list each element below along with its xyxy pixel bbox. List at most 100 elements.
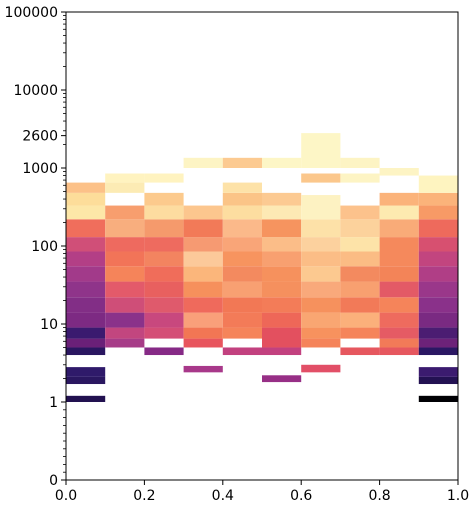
- heatmap-cell: [301, 237, 341, 252]
- y-tick-label: 100: [31, 239, 58, 255]
- y-tick-label: 2600: [22, 129, 58, 145]
- heatmap-cell: [379, 347, 419, 356]
- heatmap-cell: [183, 312, 223, 328]
- heatmap-cell: [262, 157, 302, 168]
- heatmap-cell: [105, 173, 145, 183]
- heatmap-cell: [144, 219, 184, 238]
- heatmap-cell: [379, 205, 419, 220]
- heatmap-cell: [66, 237, 106, 252]
- heatmap-cell: [262, 237, 302, 252]
- x-tick-label: 1.0: [447, 488, 469, 504]
- heatmap-cell: [262, 347, 302, 356]
- heatmap-cell: [301, 281, 341, 298]
- heatmap-cell: [183, 237, 223, 252]
- heatmap-cell: [340, 251, 380, 267]
- heatmap-cell: [379, 338, 419, 348]
- heatmap-cell: [144, 281, 184, 298]
- heatmap-cell: [301, 364, 341, 373]
- x-tick-label: 0.4: [212, 488, 234, 504]
- heatmap-cell: [144, 266, 184, 282]
- axes: 0 1 10 100 1000 2600 10000 100000 0.0 0.2 0.4 0.6 0.…: [5, 5, 470, 504]
- heatmap-cell: [183, 365, 223, 373]
- heatmap-cell: [144, 205, 184, 220]
- heatmap-cell: [379, 192, 419, 206]
- y-tick-label: 100000: [5, 5, 58, 21]
- heatmap-cell: [301, 173, 341, 183]
- heatmap-cells: [66, 133, 458, 402]
- heatmap-cell: [183, 266, 223, 282]
- heatmap-cell: [418, 312, 458, 328]
- heatmap-cell: [340, 266, 380, 282]
- heatmap-cell: [262, 205, 302, 220]
- heatmap-cell: [66, 395, 106, 402]
- heatmap-cell: [105, 237, 145, 252]
- heatmap-cell: [66, 205, 106, 220]
- heatmap-cell: [301, 297, 341, 313]
- heatmap-cell: [144, 297, 184, 313]
- heatmap-cell: [418, 376, 458, 385]
- heatmap-cell: [340, 219, 380, 238]
- heatmap-cell: [418, 281, 458, 298]
- heatmap-cell: [340, 237, 380, 252]
- y-tick-label: 1000: [22, 161, 58, 177]
- heatmap-cell: [183, 251, 223, 267]
- heatmap-cell: [418, 297, 458, 313]
- heatmap-cell: [222, 327, 262, 339]
- heatmap-cell: [379, 281, 419, 298]
- heatmap-cell: [183, 281, 223, 298]
- heatmap-cell: [262, 266, 302, 282]
- heatmap-cell: [222, 251, 262, 267]
- heatmap-cell: [340, 157, 380, 168]
- x-tick-label: 0.6: [290, 488, 312, 504]
- heatmap-cell: [340, 327, 380, 339]
- heatmap-cell: [66, 266, 106, 282]
- heatmap-cell: [66, 367, 106, 377]
- heatmap-cell: [418, 347, 458, 356]
- heatmap-cell: [144, 347, 184, 356]
- heatmap-cell: [183, 338, 223, 348]
- heatmap-cell: [66, 192, 106, 206]
- heatmap-cell: [418, 395, 458, 402]
- y-tick-label: 10: [40, 317, 58, 333]
- heatmap-cell: [340, 347, 380, 356]
- heatmap-cell: [66, 338, 106, 348]
- heatmap-cell: [144, 327, 184, 339]
- heatmap-cell: [144, 192, 184, 206]
- heatmap-cell: [222, 347, 262, 356]
- heatmap-cell: [340, 312, 380, 328]
- heatmap-cell: [379, 312, 419, 328]
- heatmap-cell: [183, 297, 223, 313]
- heatmap-cell: [105, 182, 145, 193]
- heatmap-cell: [222, 237, 262, 252]
- heatmap-cell: [105, 297, 145, 313]
- heatmap-cell: [379, 237, 419, 267]
- heatmap-cell: [301, 327, 341, 339]
- heatmap-cell: [222, 281, 262, 298]
- heatmap-cell: [418, 266, 458, 282]
- heatmap-cell: [418, 338, 458, 348]
- y-tick-label: 0: [49, 473, 58, 489]
- heatmap-cell: [222, 205, 262, 220]
- heatmap-cell: [222, 192, 262, 206]
- heatmap-cell: [105, 205, 145, 220]
- y-tick-label: 1: [49, 395, 58, 411]
- heatmap-cell: [105, 312, 145, 328]
- heatmap-cell: [301, 195, 341, 220]
- heatmap-cell: [262, 297, 302, 313]
- heatmap-cell: [66, 219, 106, 238]
- heatmap-cell: [183, 219, 223, 238]
- heatmap-cell: [418, 327, 458, 339]
- heatmap-cell: [379, 297, 419, 313]
- heatmap-cell: [418, 192, 458, 206]
- heatmap-cell: [418, 367, 458, 377]
- y-tick-label: 10000: [13, 83, 58, 99]
- heatmap-cell: [105, 327, 145, 339]
- heatmap-cell: [183, 157, 223, 168]
- heatmap-cell: [144, 173, 184, 183]
- heatmap-cell: [222, 312, 262, 328]
- heatmap-cell: [301, 266, 341, 282]
- heatmap-cell: [222, 219, 262, 238]
- heatmap-cell: [262, 281, 302, 298]
